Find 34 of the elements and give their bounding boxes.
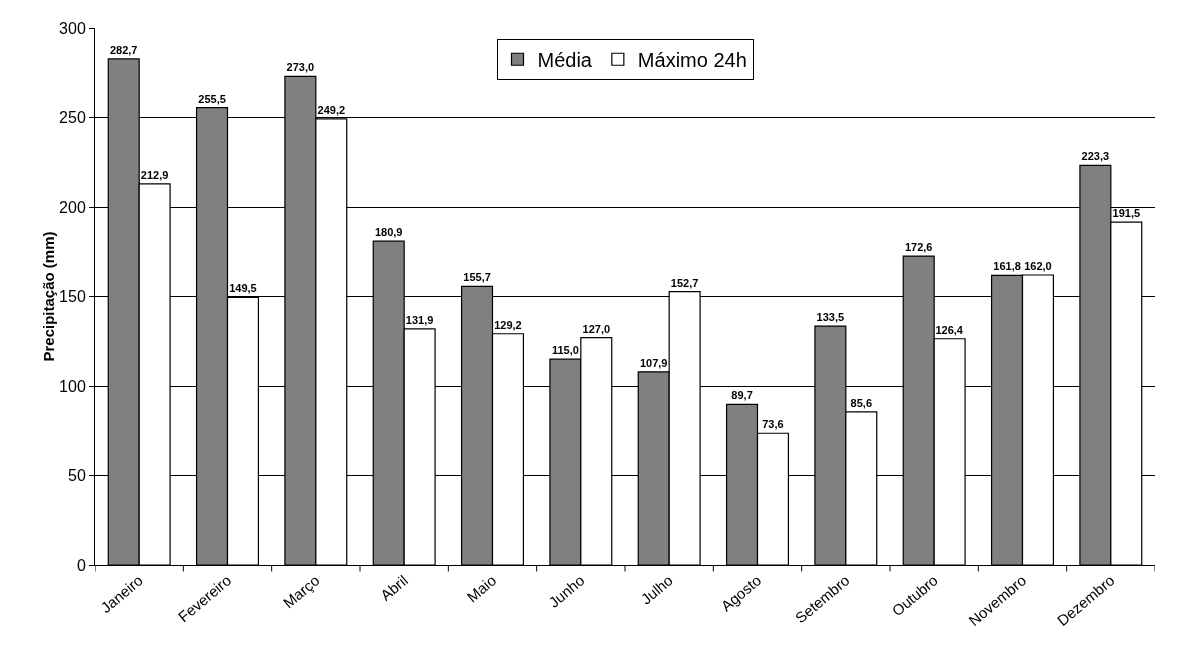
y-tick-label: 300	[59, 19, 86, 37]
legend-label: Média	[537, 49, 593, 72]
data-label: 180,9	[374, 226, 403, 239]
data-label: 249,2	[317, 103, 346, 116]
data-label: 73,6	[762, 418, 784, 431]
data-label: 127,0	[582, 322, 611, 335]
data-label: 133,5	[816, 311, 845, 324]
data-label: 212,9	[140, 168, 169, 181]
data-label: 149,5	[229, 282, 257, 295]
y-tick-label: 0	[76, 556, 86, 574]
data-label: 223,3	[1081, 150, 1110, 163]
data-label: 152,7	[670, 276, 699, 289]
data-label: 255,5	[198, 92, 226, 105]
data-label: 172,6	[904, 241, 933, 254]
data-label: 162,0	[1024, 260, 1052, 273]
data-label: 191,5	[1112, 207, 1141, 220]
y-tick-label: 200	[59, 198, 86, 216]
data-label: 129,2	[494, 318, 522, 331]
data-label: 85,6	[850, 396, 872, 409]
y-tick-label: 100	[59, 377, 86, 395]
data-label: 126,4	[935, 323, 964, 336]
data-label: 155,7	[463, 271, 491, 284]
data-label: 131,9	[405, 313, 434, 326]
y-tick-label: 50	[68, 467, 86, 485]
data-label: 89,7	[731, 389, 753, 402]
data-label: 282,7	[109, 43, 138, 56]
data-label: 115,0	[551, 344, 579, 357]
y-tick-label: 150	[59, 288, 86, 306]
y-axis-title: Precipitação (mm)	[40, 231, 58, 362]
data-label: 273,0	[286, 61, 315, 74]
legend-label: Máximo 24h	[637, 49, 747, 72]
data-label: 107,9	[639, 356, 668, 369]
y-tick-label: 250	[59, 109, 86, 127]
data-label: 161,8	[993, 260, 1021, 273]
